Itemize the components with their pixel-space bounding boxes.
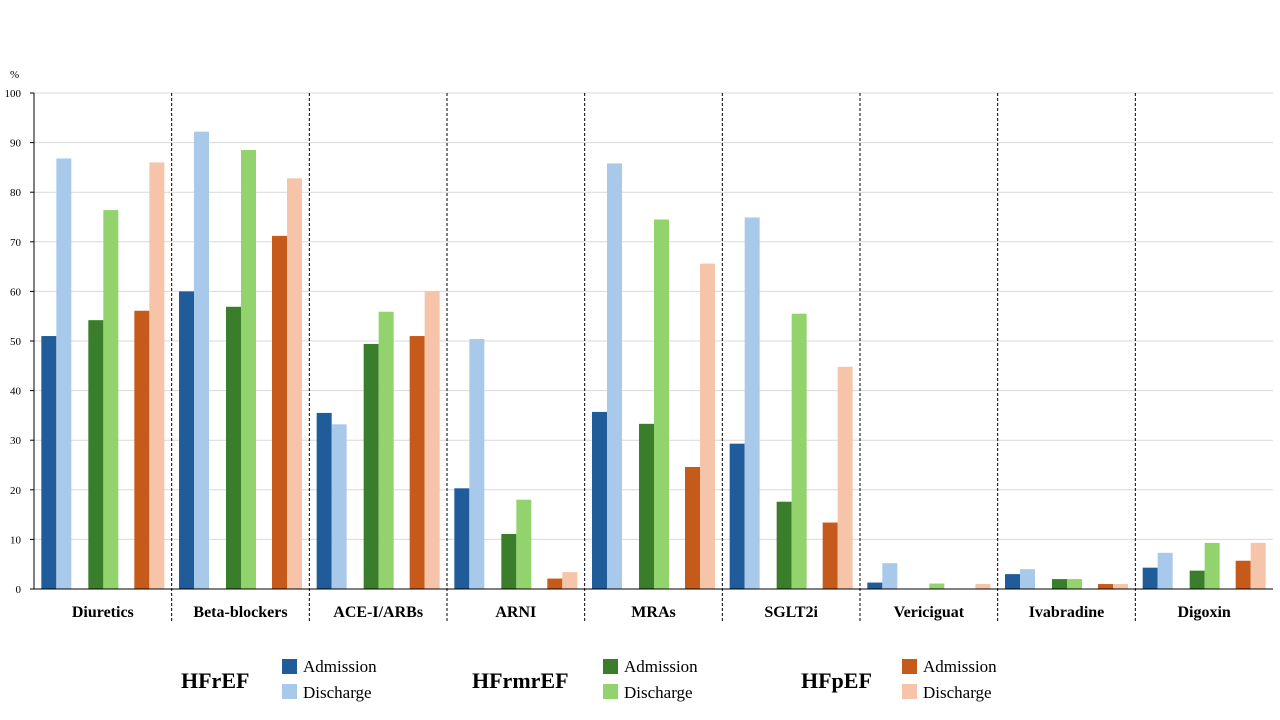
bar-hfref-discharge	[744, 217, 760, 589]
bar-hfref-admission	[1142, 567, 1158, 589]
category-separators	[171, 93, 1136, 622]
y-tick-label: 20	[10, 485, 22, 497]
bar-hfrmref-admission	[1052, 579, 1067, 589]
category-label: ACE-I/ARBs	[333, 604, 423, 621]
legend-item-label: Discharge	[624, 683, 693, 702]
bar-hfpef-discharge	[975, 584, 991, 589]
legend-item-label: Admission	[923, 657, 997, 676]
bar-hfref-discharge	[607, 163, 622, 589]
category-label: Beta-blockers	[193, 604, 287, 621]
bar-hfref-admission	[179, 291, 194, 589]
bar-hfrmref-discharge	[378, 311, 394, 589]
bar-hfpef-admission	[822, 522, 838, 589]
legend-group-label: HFrmrEF	[472, 668, 569, 693]
legend: HFrEF Admission Discharge HFrmrEF Admiss…	[181, 657, 997, 702]
bar-hfpef-discharge	[1113, 584, 1128, 589]
bar-hfrmref-admission	[1189, 570, 1205, 589]
bar-hfrmref-admission	[639, 423, 654, 589]
bar-hfref-admission	[592, 411, 607, 589]
bar-hfrmref-discharge	[929, 583, 945, 589]
bar-hfref-discharge	[331, 424, 347, 589]
bars	[41, 131, 1266, 590]
bar-hfpef-discharge	[700, 263, 715, 589]
bar-hfrmref-discharge	[1204, 542, 1220, 589]
bar-hfpef-admission	[1235, 560, 1251, 589]
category-label: ARNI	[495, 604, 536, 621]
legend-swatch-hfref-admission	[282, 659, 297, 674]
bar-hfpef-discharge	[562, 572, 578, 589]
bar-hfpef-discharge	[149, 162, 165, 589]
legend-item-label: Discharge	[303, 683, 372, 702]
bar-hfrmref-admission	[226, 306, 241, 589]
y-tick-label: 60	[10, 286, 22, 298]
legend-group-hfrmref: HFrmrEF Admission Discharge	[472, 657, 698, 702]
legend-item-label: Admission	[624, 657, 698, 676]
bar-hfrmref-admission	[776, 501, 792, 589]
bar-hfref-discharge	[56, 158, 72, 590]
bar-hfref-discharge	[882, 563, 898, 589]
bar-hfref-admission	[867, 582, 883, 589]
bar-hfrmref-discharge	[1067, 579, 1082, 589]
bar-hfrmref-discharge	[791, 313, 807, 589]
bar-hfref-admission	[1005, 574, 1020, 589]
bar-hfpef-discharge	[287, 178, 302, 589]
legend-group-label: HFpEF	[801, 668, 872, 693]
y-tick-label: 0	[16, 584, 22, 596]
y-tick-label: 90	[10, 138, 22, 150]
category-label: Digoxin	[1177, 604, 1230, 621]
bar-hfpef-admission	[685, 466, 700, 589]
bar-hfrmref-discharge	[516, 499, 532, 589]
y-tick-label: 10	[10, 534, 22, 546]
y-tick-label: 40	[10, 386, 22, 398]
y-axis-unit: %	[10, 69, 19, 81]
category-labels: Diuretics Beta-blockers ACE-I/ARBs ARNI MRAs…	[72, 604, 1231, 621]
y-tick-label: 50	[10, 336, 22, 348]
legend-swatch-hfref-discharge	[282, 684, 297, 699]
bar-hfpef-discharge	[1250, 542, 1266, 589]
y-tick-label: 70	[10, 237, 22, 249]
bar-hfref-admission	[454, 488, 470, 589]
bar-hfrmref-discharge	[103, 210, 119, 589]
legend-group-hfpef: HFpEF Admission Discharge	[801, 657, 997, 702]
legend-item-label: Discharge	[923, 683, 992, 702]
bar-hfref-admission	[41, 336, 57, 589]
y-tick-labels: 0 10 20 30 40 50 60 70 80 90 100	[5, 88, 22, 596]
category-label: Ivabradine	[1029, 604, 1105, 621]
bar-hfref-discharge	[1020, 569, 1035, 589]
legend-swatch-hfrmref-discharge	[603, 684, 618, 699]
bar-hfrmref-admission	[363, 343, 379, 589]
category-label: Vericiguat	[894, 604, 965, 621]
legend-group-hfref: HFrEF Admission Discharge	[181, 657, 377, 702]
category-label: SGLT2i	[764, 604, 818, 621]
legend-swatch-hfpef-admission	[902, 659, 917, 674]
legend-group-label: HFrEF	[181, 668, 249, 693]
y-tick-label: 80	[10, 187, 22, 199]
bar-hfpef-discharge	[837, 366, 853, 589]
bar-hfpef-admission	[547, 578, 563, 589]
y-tick-label: 30	[10, 435, 22, 447]
bar-hfpef-discharge	[424, 291, 440, 589]
y-tick-label: 100	[5, 88, 22, 100]
legend-swatch-hfpef-discharge	[902, 684, 917, 699]
bar-hfref-discharge	[1157, 552, 1173, 589]
legend-item-label: Admission	[303, 657, 377, 676]
bar-hfref-admission	[316, 412, 332, 589]
bar-hfpef-admission	[1098, 584, 1113, 589]
category-label: MRAs	[631, 604, 675, 621]
bar-hfrmref-discharge	[241, 150, 256, 590]
legend-swatch-hfrmref-admission	[603, 659, 618, 674]
bar-hfref-admission	[729, 443, 745, 589]
bar-hfpef-admission	[134, 310, 150, 589]
bar-hfrmref-admission	[88, 320, 104, 589]
bar-hfpef-admission	[409, 336, 425, 589]
bar-hfref-discharge	[469, 339, 485, 589]
bar-hfref-discharge	[194, 131, 209, 590]
bar-hfrmref-discharge	[654, 219, 669, 590]
category-label: Diuretics	[72, 604, 134, 621]
bar-hfpef-admission	[272, 235, 287, 589]
axes	[30, 92, 1273, 590]
bar-hfrmref-admission	[501, 533, 517, 589]
